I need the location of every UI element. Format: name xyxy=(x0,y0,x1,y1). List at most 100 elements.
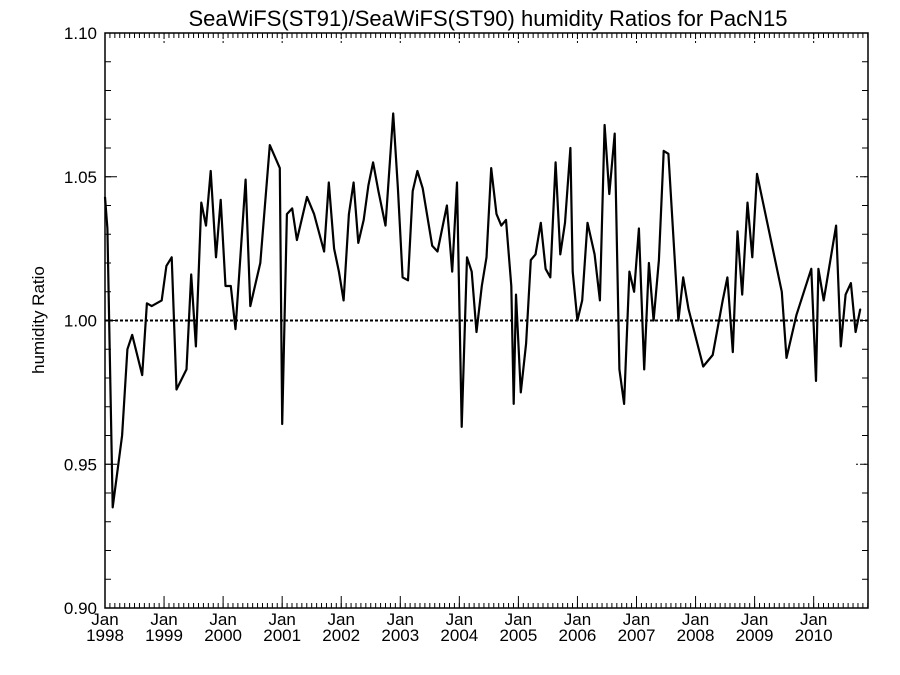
data-point xyxy=(141,374,143,376)
data-point xyxy=(333,248,335,250)
data-point xyxy=(485,256,488,258)
data-point xyxy=(384,225,387,227)
x-axis: Jan1998Jan1999Jan2000Jan2001Jan2002Jan20… xyxy=(86,33,869,645)
data-point xyxy=(112,506,114,508)
data-point xyxy=(367,184,369,186)
data-point xyxy=(456,181,458,184)
x-tick-month-label: Jan xyxy=(91,610,118,629)
data-point xyxy=(126,348,128,350)
data-point xyxy=(392,112,394,115)
data-point xyxy=(525,342,527,345)
data-point xyxy=(534,253,537,255)
data-point xyxy=(313,213,315,215)
data-point xyxy=(810,268,812,270)
data-point xyxy=(855,331,857,333)
x-tick-year-label: 2004 xyxy=(440,626,478,645)
x-tick-year-label: 2002 xyxy=(322,626,360,645)
data-point xyxy=(505,219,507,221)
data-point xyxy=(712,354,714,356)
data-point xyxy=(555,161,557,163)
data-point xyxy=(471,271,473,273)
data-point xyxy=(785,357,788,359)
data-point xyxy=(106,227,108,230)
data-point xyxy=(569,147,572,149)
y-tick-label: 0.90 xyxy=(64,599,97,618)
data-point xyxy=(741,294,743,296)
data-point xyxy=(353,181,355,184)
data-point xyxy=(291,207,293,209)
data-point xyxy=(817,268,820,270)
x-tick-year-label: 2003 xyxy=(381,626,419,645)
x-tick-month-label: Jan xyxy=(682,610,709,629)
x-tick-year-label: 2000 xyxy=(204,626,242,645)
data-point xyxy=(490,167,492,169)
data-point xyxy=(161,299,163,301)
data-point xyxy=(633,291,635,293)
data-point xyxy=(572,271,574,273)
data-point xyxy=(224,285,227,287)
data-point xyxy=(823,299,825,301)
data-point xyxy=(845,294,847,296)
data-point xyxy=(682,276,684,278)
data-point xyxy=(397,187,399,189)
data-point xyxy=(648,262,650,264)
data-point xyxy=(451,271,453,273)
data-point xyxy=(210,170,212,172)
data-point xyxy=(795,314,798,316)
data-point xyxy=(500,225,502,227)
data-point xyxy=(338,271,340,273)
data-point xyxy=(495,213,498,215)
data-point xyxy=(363,219,365,221)
y-tick-label: 1.10 xyxy=(64,24,97,43)
data-point xyxy=(663,150,665,152)
data-point xyxy=(614,133,616,135)
data-point xyxy=(195,345,197,347)
data-point xyxy=(446,204,448,207)
x-tick-month-label: Jan xyxy=(741,610,768,629)
data-point xyxy=(540,222,542,224)
data-point xyxy=(658,259,660,261)
data-point xyxy=(781,291,783,293)
x-tick-year-label: 2010 xyxy=(795,626,833,645)
data-point xyxy=(306,196,308,198)
y-tick-label: 1.05 xyxy=(64,168,97,187)
data-point xyxy=(296,239,298,241)
data-point xyxy=(581,299,583,301)
data-point xyxy=(377,190,379,192)
data-point xyxy=(732,351,734,353)
data-point xyxy=(481,285,483,287)
data-point xyxy=(628,271,631,273)
data-point xyxy=(751,256,753,258)
data-point xyxy=(815,380,817,382)
data-point xyxy=(736,230,739,232)
x-tick-year-label: 2001 xyxy=(263,626,301,645)
data-point xyxy=(604,124,606,126)
data-point xyxy=(200,202,202,204)
x-tick-year-label: 1999 xyxy=(145,626,183,645)
data-point xyxy=(726,276,729,278)
x-tick-month-label: Jan xyxy=(623,610,650,629)
series-line xyxy=(103,112,862,509)
x-tick-year-label: 2005 xyxy=(499,626,537,645)
data-point xyxy=(249,305,251,307)
data-point xyxy=(281,423,283,425)
data-point xyxy=(343,299,345,301)
data-point xyxy=(121,434,123,437)
data-point xyxy=(746,202,749,204)
data-point xyxy=(422,187,424,189)
data-point xyxy=(623,403,625,405)
data-point xyxy=(677,319,680,322)
data-point xyxy=(510,285,512,287)
data-point xyxy=(146,302,148,304)
data-point xyxy=(618,368,621,370)
data-point xyxy=(608,193,610,195)
data-point xyxy=(175,388,178,391)
data-point xyxy=(205,225,207,227)
data-point xyxy=(190,273,192,276)
x-tick-month-label: Jan xyxy=(268,610,295,629)
data-point xyxy=(323,250,325,253)
data-point xyxy=(436,250,439,253)
data-point xyxy=(586,222,589,224)
x-tick-month-label: Jan xyxy=(328,610,355,629)
data-point xyxy=(131,334,133,336)
